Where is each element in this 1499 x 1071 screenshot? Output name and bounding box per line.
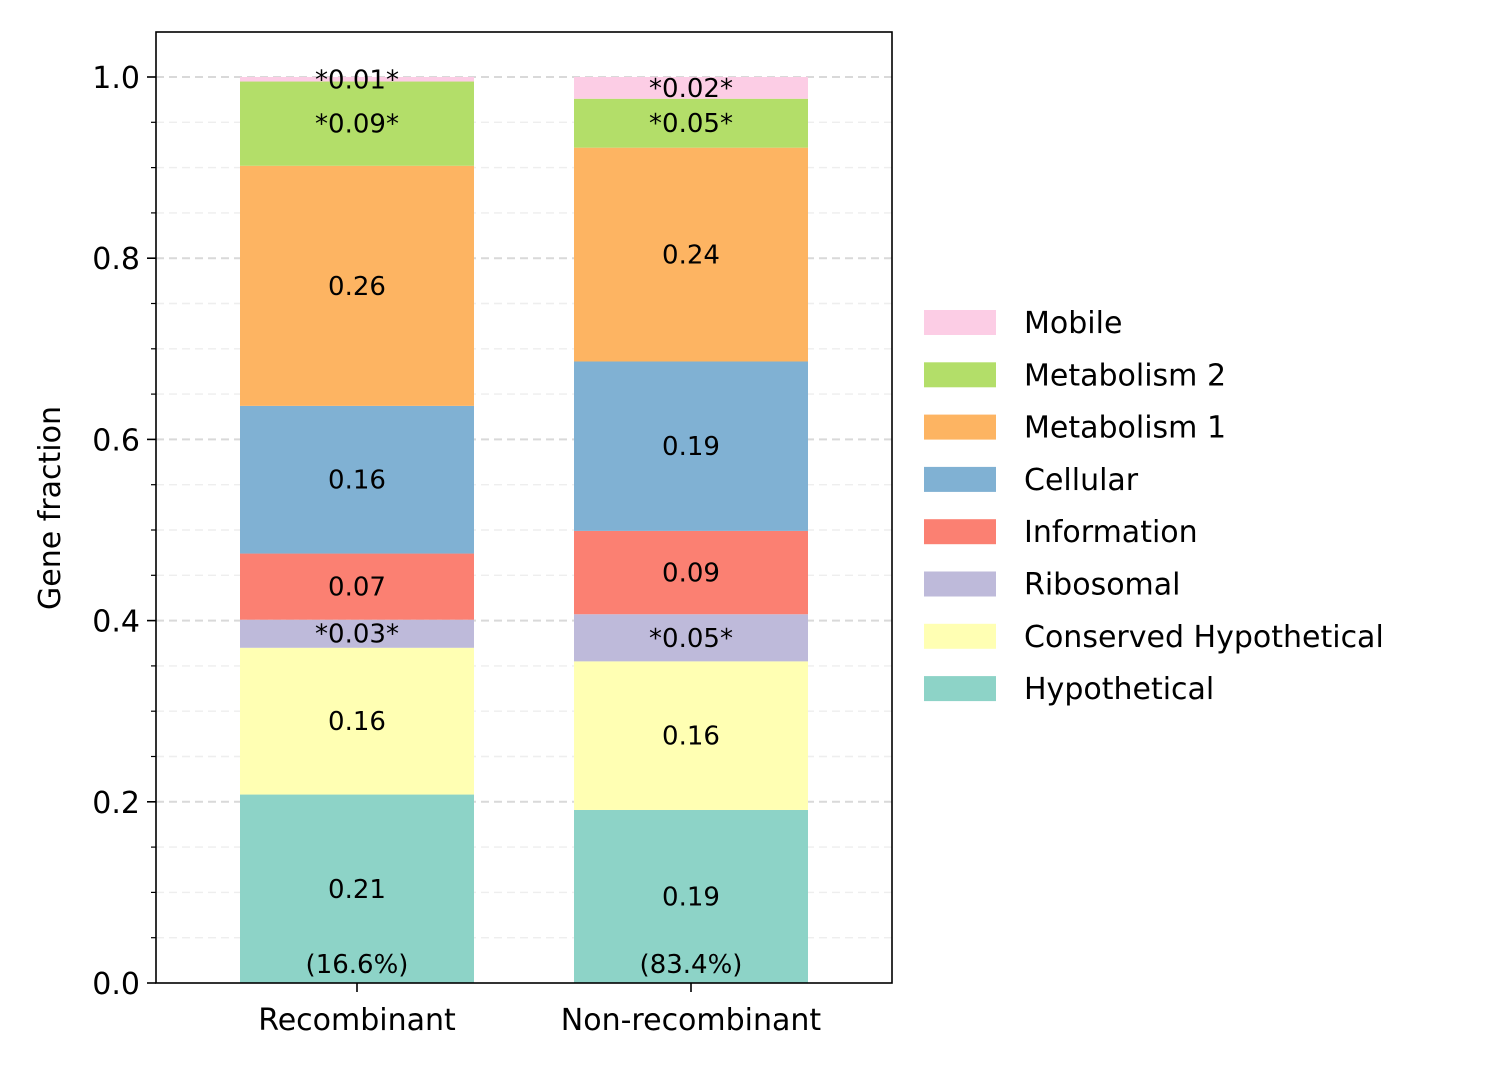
y-tick-label: 0.0 — [92, 967, 140, 1002]
bar-segment — [574, 147, 808, 362]
y-axis: 0.0 0.2 0.4 0.6 0.8 1.0 — [92, 61, 156, 1002]
bar-segment — [574, 614, 808, 662]
bar-value-label: 0.16 — [662, 722, 720, 752]
legend-swatch — [924, 310, 996, 335]
bar-value-label: *0.05* — [649, 624, 733, 654]
bar-value-label: *0.01* — [315, 65, 399, 95]
bar-value-label: *0.02* — [649, 74, 733, 104]
bar-value-label: 0.16 — [328, 466, 386, 496]
bar-segment — [574, 361, 808, 531]
legend-swatch — [924, 676, 996, 702]
bar-value-label: 0.07 — [328, 573, 386, 603]
bar-value-labels: 0.21 0.16 *0.03* 0.07 0.16 0.26 *0.09* *0.01* (1… — [306, 65, 743, 980]
bar-segment — [240, 165, 474, 406]
bar-segment — [574, 77, 808, 99]
y-tick-label: 0.4 — [92, 605, 140, 640]
bar-value-label: 0.16 — [328, 707, 386, 737]
y-tick-label: 0.2 — [92, 786, 140, 821]
bars — [240, 77, 808, 983]
bar-value-label: *0.03* — [315, 620, 399, 650]
x-axis: Recombinant Non-recombinant — [258, 983, 821, 1038]
legend-swatch — [924, 623, 996, 649]
legend-label: Hypothetical — [1024, 672, 1214, 707]
legend-swatch — [924, 414, 996, 440]
bar-value-label: 0.26 — [328, 272, 386, 302]
x-tick-label: Recombinant — [258, 1003, 456, 1038]
bar-segment — [574, 809, 808, 983]
x-tick-label: Non-recombinant — [561, 1003, 822, 1038]
bar-value-label: *0.05* — [649, 109, 733, 139]
bar-segment — [240, 794, 474, 983]
legend-label: Metabolism 2 — [1024, 358, 1226, 393]
bar-value-label: 0.09 — [662, 559, 720, 589]
legend-label: Conserved Hypothetical — [1024, 620, 1384, 655]
bar-segment — [240, 647, 474, 795]
bar-value-label: 0.21 — [328, 875, 386, 905]
legend-swatch — [924, 571, 996, 597]
bar-value-label: *0.09* — [315, 110, 399, 140]
y-tick-label: 1.0 — [92, 61, 140, 96]
plot-frame — [155, 31, 893, 984]
legend-label: Cellular — [1024, 463, 1139, 498]
legend-label: Metabolism 1 — [1024, 411, 1226, 446]
legend-label: Information — [1024, 515, 1198, 550]
bar-segment — [574, 661, 808, 810]
legend-swatch — [924, 362, 996, 388]
legend: Mobile Metabolism 2 Metabolism 1 Cellular In… — [924, 306, 1384, 707]
y-axis-label: Gene fraction — [33, 406, 68, 610]
bar-value-label: 0.24 — [662, 241, 720, 271]
bar-segment — [574, 98, 808, 148]
bar-segment — [240, 81, 474, 166]
bar-segment — [240, 77, 474, 82]
category-share-label: (83.4%) — [640, 950, 743, 980]
legend-label: Mobile — [1024, 306, 1122, 341]
legend-swatch — [924, 519, 996, 545]
y-tick-label: 0.6 — [92, 423, 140, 458]
bar-segment — [574, 530, 808, 615]
bar-segment — [240, 405, 474, 554]
category-share-label: (16.6%) — [306, 950, 409, 980]
bar-value-label: 0.19 — [662, 432, 720, 462]
bar-segment — [240, 553, 474, 620]
y-tick-label: 0.8 — [92, 242, 140, 277]
bar-value-label: 0.19 — [662, 882, 720, 912]
bar-segment — [240, 619, 474, 648]
legend-swatch — [924, 466, 996, 492]
legend-label: Ribosomal — [1024, 568, 1181, 603]
